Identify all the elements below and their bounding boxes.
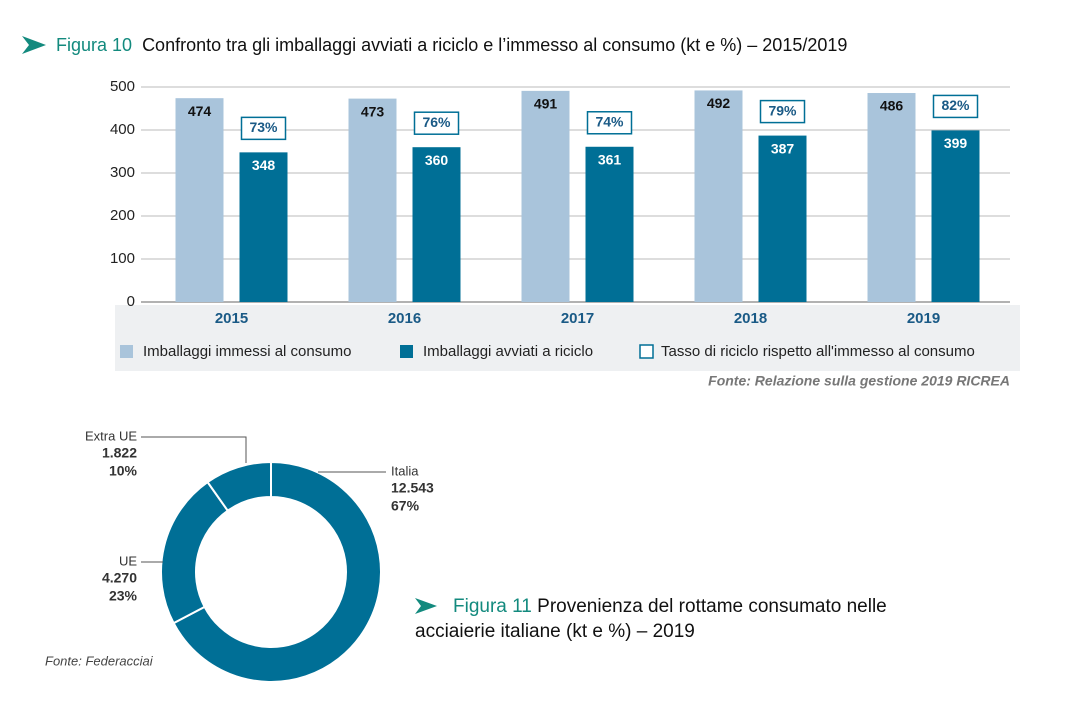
chart-title: Figura 11 Provenienza del rottame consum… xyxy=(415,594,955,644)
value-label: 361 xyxy=(598,151,622,167)
legend-swatch xyxy=(639,344,654,359)
bar xyxy=(412,147,461,302)
rate-label: 79% xyxy=(768,102,797,118)
y-tick-label: 200 xyxy=(110,207,135,224)
donut-slice xyxy=(172,460,382,683)
category-label: UE xyxy=(119,553,137,568)
value-label: 399 xyxy=(944,135,968,151)
bar xyxy=(585,146,634,302)
bar xyxy=(239,152,288,302)
value-label: 486 xyxy=(880,98,904,114)
title: Confronto tra gli imballaggi avviati a r… xyxy=(142,35,847,55)
donut-slice xyxy=(206,460,272,513)
legend-label: Imballaggi avviati a riciclo xyxy=(423,343,593,360)
bar xyxy=(348,98,397,302)
legend-label: Imballaggi immessi al consumo xyxy=(143,343,351,360)
y-tick-label: 500 xyxy=(110,78,135,95)
value-label: 12.543 xyxy=(391,480,434,496)
legend-swatch xyxy=(120,345,133,358)
legend-swatch xyxy=(400,345,413,358)
value-label: 492 xyxy=(707,95,731,111)
value-label: 387 xyxy=(771,140,795,156)
bar xyxy=(758,135,807,302)
x-tick-label: 2016 xyxy=(388,310,421,327)
bar xyxy=(931,130,980,302)
title: Provenienza del rottame consumato nelle … xyxy=(415,596,887,642)
x-tick-label: 2019 xyxy=(907,310,940,327)
rate-box xyxy=(759,99,806,124)
y-tick-label: 300 xyxy=(110,164,135,181)
percentage-label: 10% xyxy=(109,463,138,479)
rate-label: 82% xyxy=(941,97,970,113)
legend-band xyxy=(115,305,1020,371)
value-label: 348 xyxy=(252,157,276,173)
arrow-icon xyxy=(415,598,437,614)
category-label: Italia xyxy=(391,463,419,478)
donut-slice xyxy=(160,480,230,625)
rate-label: 76% xyxy=(422,114,451,130)
value-label: 1.822 xyxy=(102,445,137,461)
category-label: Extra UE xyxy=(85,428,137,443)
y-tick-label: 0 xyxy=(127,293,135,310)
rate-label: 74% xyxy=(595,113,624,129)
source: Fonte: Relazione sulla gestione 2019 RIC… xyxy=(708,373,1010,389)
value-label: 473 xyxy=(361,103,385,119)
source: Fonte: Federacciai xyxy=(45,653,154,668)
rate-box xyxy=(240,116,287,141)
rate-box xyxy=(413,111,460,135)
value-label: 491 xyxy=(534,96,558,112)
value-label: 474 xyxy=(188,103,212,119)
figure-label: Figura 10 xyxy=(56,35,132,55)
rate-box xyxy=(932,94,979,119)
y-tick-label: 100 xyxy=(110,250,135,267)
y-tick-label: 400 xyxy=(110,121,135,138)
bar xyxy=(694,90,743,302)
chart-title: Figura 10 Confronto tra gli imballaggi a… xyxy=(56,35,847,55)
bar xyxy=(867,93,916,303)
leader-line xyxy=(141,436,247,463)
rate-box xyxy=(586,111,633,135)
x-tick-label: 2018 xyxy=(734,310,767,327)
bar xyxy=(175,98,224,303)
value-label: 4.270 xyxy=(102,570,137,586)
figure-label: Figura 11 xyxy=(453,596,532,617)
bar xyxy=(521,90,570,303)
rate-label: 73% xyxy=(249,119,278,135)
x-tick-label: 2015 xyxy=(215,310,248,327)
x-tick-label: 2017 xyxy=(561,310,594,327)
value-label: 360 xyxy=(425,152,449,168)
percentage-label: 23% xyxy=(109,588,138,604)
percentage-label: 67% xyxy=(391,498,420,514)
legend-label: Tasso di riciclo rispetto all'immesso al… xyxy=(661,343,975,360)
arrow-icon xyxy=(22,36,46,54)
